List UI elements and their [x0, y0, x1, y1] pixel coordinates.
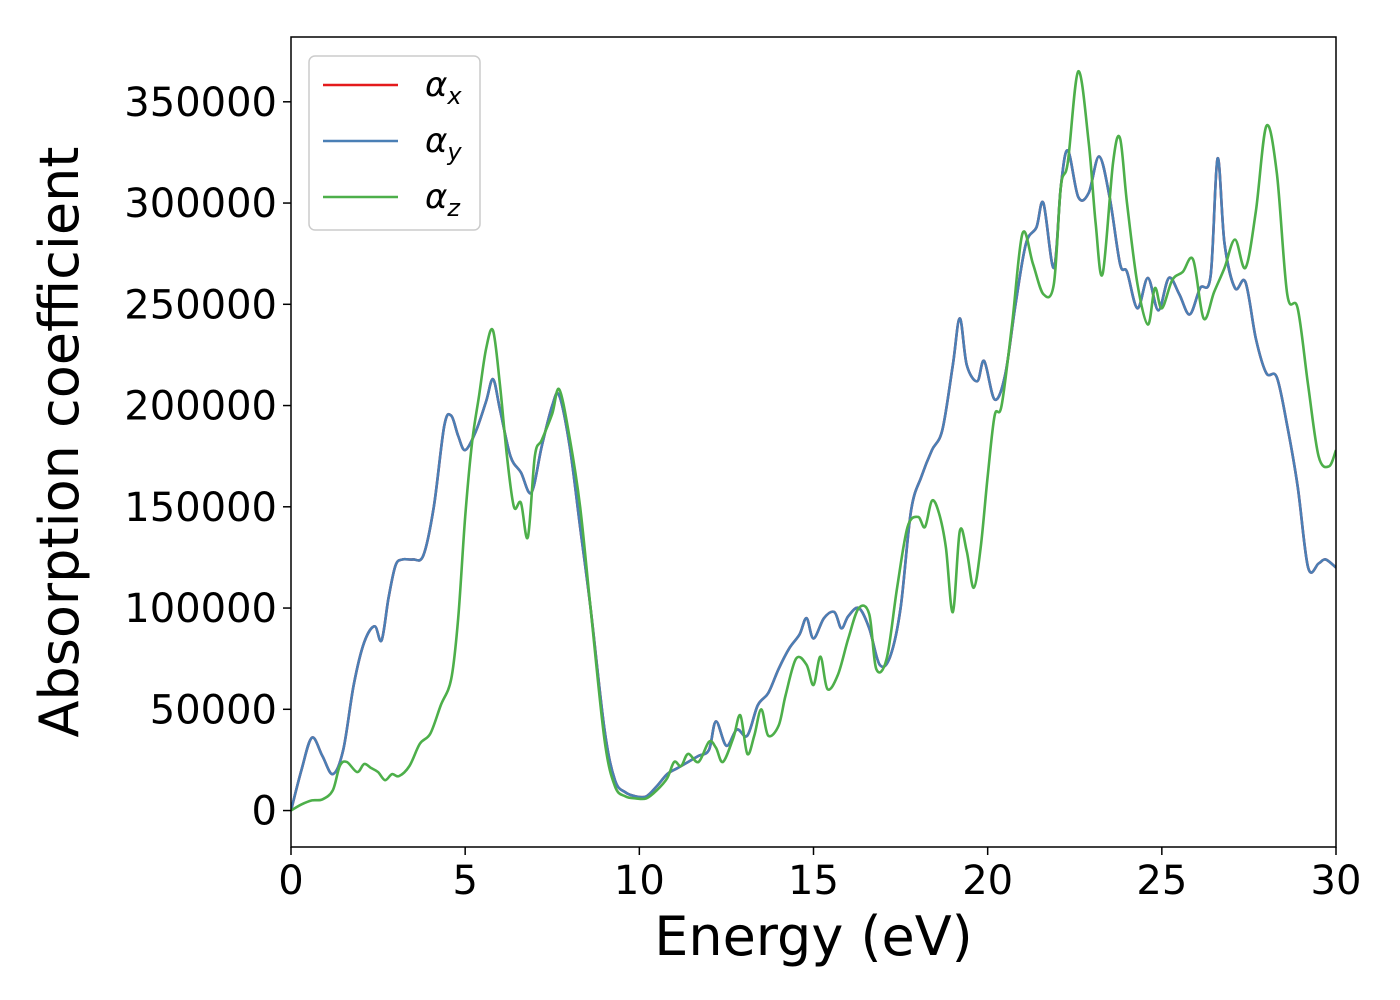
- x-tick-label: 30: [1311, 858, 1362, 904]
- y-axis: 0 50000 100000 150000 200000 250000 300000 3500…: [124, 80, 291, 835]
- x-axis-title: Energy (eV): [654, 905, 973, 968]
- y-tick-label: 100000: [124, 586, 277, 632]
- y-tick-label: 200000: [124, 384, 277, 430]
- legend-label-y: αy: [425, 121, 462, 166]
- legend-label-z: αz: [425, 177, 461, 222]
- y-tick-label: 50000: [150, 687, 277, 733]
- x-tick-label: 10: [614, 858, 665, 904]
- legend: αx αy αz: [308, 55, 481, 231]
- y-tick-label: 350000: [124, 80, 277, 126]
- series-layer: [291, 70, 1336, 812]
- x-tick-label: 0: [278, 858, 303, 904]
- y-tick-label: 150000: [124, 485, 277, 531]
- y-tick-label: 250000: [124, 282, 277, 328]
- y-tick-label: 300000: [124, 181, 277, 227]
- x-tick-label: 15: [788, 858, 839, 904]
- y-axis-title: Absorption coefficient: [28, 147, 91, 738]
- x-tick-label: 20: [962, 858, 1013, 904]
- series-line-y: [291, 149, 1336, 811]
- legend-box: [308, 55, 481, 231]
- y-tick-label: 0: [252, 789, 277, 835]
- series-line-z: [291, 70, 1336, 812]
- series-line-x: [291, 149, 1336, 811]
- legend-label-x: αx: [425, 65, 462, 110]
- x-tick-label: 25: [1136, 858, 1187, 904]
- x-tick-label: 5: [452, 858, 477, 904]
- x-axis: 0 5 10 15 20 25 30: [278, 847, 1361, 904]
